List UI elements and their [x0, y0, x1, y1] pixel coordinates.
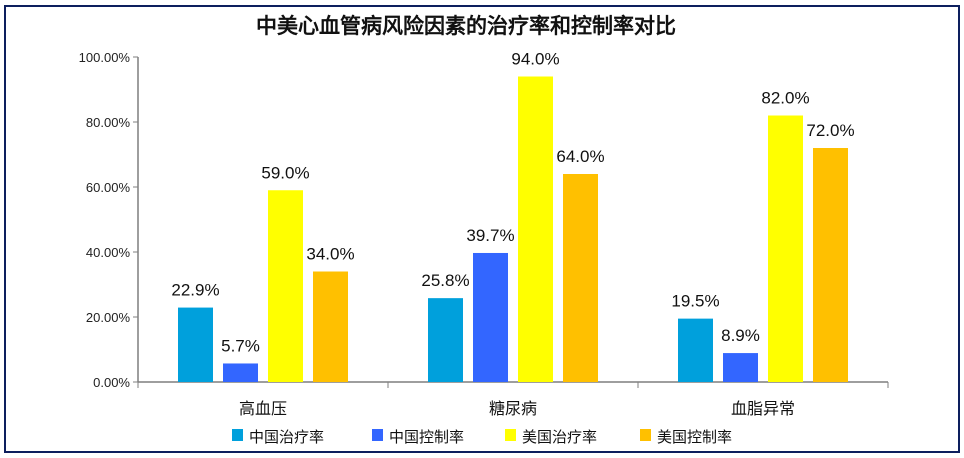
data-label: 39.7% — [466, 226, 514, 245]
data-label: 82.0% — [761, 89, 809, 108]
x-category-label: 糖尿病 — [489, 399, 537, 418]
chart-title: 中美心血管病风险因素的治疗率和控制率对比 — [256, 14, 676, 38]
bar — [723, 353, 758, 382]
bar — [268, 190, 303, 382]
data-label: 5.7% — [221, 336, 260, 355]
y-tick-label: 20.00% — [86, 310, 131, 325]
legend-swatch — [372, 429, 383, 441]
bar — [223, 363, 258, 382]
legend-label: 中国治疗率 — [249, 428, 324, 446]
bar — [473, 252, 508, 382]
data-label: 19.5% — [671, 292, 719, 311]
y-tick-label: 40.00% — [86, 245, 131, 260]
legend-label: 中国控制率 — [389, 428, 464, 446]
y-tick-label: 100.00% — [79, 50, 131, 65]
bar — [518, 76, 553, 382]
data-label: 59.0% — [261, 163, 309, 182]
x-category-label: 高血压 — [239, 399, 287, 418]
legend-swatch — [640, 429, 651, 441]
data-label: 64.0% — [556, 147, 604, 166]
y-tick-label: 0.00% — [93, 375, 130, 390]
legend-label: 美国控制率 — [657, 428, 732, 446]
data-label: 34.0% — [306, 245, 354, 264]
bar — [428, 298, 463, 382]
data-label: 72.0% — [806, 121, 854, 140]
bar — [813, 148, 848, 382]
y-tick-label: 80.00% — [86, 115, 131, 130]
legend-label: 美国治疗率 — [522, 428, 597, 446]
bar — [313, 271, 348, 382]
y-tick-label: 60.00% — [86, 180, 131, 195]
x-category-label: 血脂异常 — [731, 399, 795, 418]
legend-swatch — [232, 429, 243, 441]
bar — [563, 174, 598, 382]
data-label: 8.9% — [721, 326, 760, 345]
bar — [768, 115, 803, 382]
bar — [178, 307, 213, 382]
data-label: 94.0% — [511, 50, 559, 69]
bar — [678, 318, 713, 382]
legend-swatch — [505, 429, 516, 441]
data-label: 22.9% — [171, 281, 219, 300]
data-label: 25.8% — [421, 271, 469, 290]
